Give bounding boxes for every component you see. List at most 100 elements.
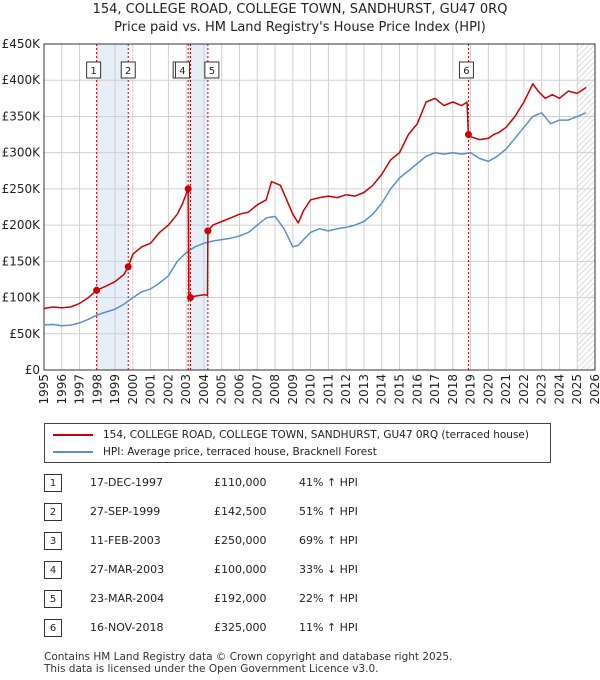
footer-copyright: Contains HM Land Registry data © Crown c… <box>44 651 453 663</box>
legend-label-hpi: HPI: Average price, terraced house, Brac… <box>103 446 377 458</box>
footer-licence: This data is licensed under the Open Gov… <box>44 663 379 675</box>
sale-marker-box <box>458 61 474 79</box>
sale-row: 1 17-DEC-1997 £110,000 41% ↑ HPI <box>44 470 564 499</box>
sale-point <box>464 131 472 139</box>
sale-date: 16-NOV-2018 <box>90 621 164 634</box>
sale-number: 6 <box>44 619 62 637</box>
x-tick-label: 2025 <box>570 374 584 405</box>
x-tick-label: 2005 <box>215 374 229 405</box>
sale-marker-label: 1 <box>90 66 96 77</box>
x-tick-label: 2020 <box>481 374 495 405</box>
sale-hpi: 33% ↓ HPI <box>299 563 358 576</box>
sale-number: 3 <box>44 532 62 550</box>
sale-row: 3 11-FEB-2003 £250,000 69% ↑ HPI <box>44 528 564 557</box>
x-tick-label: 2017 <box>428 374 442 405</box>
x-tick-label: 1996 <box>55 374 69 405</box>
x-tick-label: 2014 <box>375 374 389 405</box>
x-tick-label: 2003 <box>179 374 193 405</box>
x-tick-label: 2026 <box>588 374 600 405</box>
sale-marker-label: 6 <box>463 66 469 77</box>
y-tick-label: £0 <box>25 363 40 377</box>
sale-row: 6 16-NOV-2018 £325,000 11% ↑ HPI <box>44 615 564 644</box>
x-tick-label: 2008 <box>268 374 282 405</box>
sale-number: 1 <box>44 474 62 492</box>
sale-marker-box <box>174 61 190 79</box>
sale-price: £142,500 <box>214 505 267 518</box>
sale-marker-label: 4 <box>179 66 185 77</box>
x-tick-label: 2024 <box>552 374 566 405</box>
legend-swatch-property <box>53 434 93 436</box>
y-tick-label: £150K <box>2 254 42 268</box>
y-tick-label: £50K <box>9 327 41 341</box>
sale-date: 27-MAR-2003 <box>90 563 165 576</box>
sales-table: 1 17-DEC-1997 £110,000 41% ↑ HPI 2 27-SE… <box>44 470 564 644</box>
sale-row: 5 23-MAR-2004 £192,000 22% ↑ HPI <box>44 586 564 615</box>
x-tick-label: 2013 <box>357 374 371 405</box>
x-tick-label: 2009 <box>286 374 300 405</box>
y-tick-label: £300K <box>2 146 42 160</box>
y-tick-label: £450K <box>2 37 42 51</box>
plot-frame <box>43 43 596 371</box>
x-tick-label: 2016 <box>410 374 424 405</box>
x-tick-label: 2011 <box>321 374 335 405</box>
y-tick-label: £250K <box>2 182 42 196</box>
sale-date: 27-SEP-1999 <box>90 505 161 518</box>
legend-item-property: 154, COLLEGE ROAD, COLLEGE TOWN, SANDHUR… <box>53 427 529 443</box>
x-tick-label: 2021 <box>499 374 513 405</box>
sale-price: £250,000 <box>214 534 267 547</box>
x-tick-label: 2015 <box>392 374 406 405</box>
sale-number: 4 <box>44 561 62 579</box>
price-chart: £0 £50K £100K £150K £200K £250K £300K £350K £400… <box>2 37 600 405</box>
sale-point <box>93 286 101 294</box>
x-tick-label: 1999 <box>108 374 122 405</box>
sale-marker-box <box>86 61 102 79</box>
x-tick-label: 2019 <box>464 374 478 405</box>
legend-label-property: 154, COLLEGE ROAD, COLLEGE TOWN, SANDHUR… <box>103 429 529 441</box>
x-tick-label: 2004 <box>197 374 211 405</box>
legend-swatch-hpi <box>53 451 93 453</box>
x-tick-label: 2000 <box>126 374 140 405</box>
x-tick-label: 2006 <box>233 374 247 405</box>
sale-marker-label: 2 <box>125 66 131 77</box>
x-tick-label: 1995 <box>37 374 51 405</box>
sale-hpi: 11% ↑ HPI <box>299 621 358 634</box>
sale-price: £110,000 <box>214 476 267 489</box>
sale-hpi: 41% ↑ HPI <box>299 476 358 489</box>
x-tick-label: 1997 <box>73 374 87 405</box>
x-tick-label: 1998 <box>90 374 104 405</box>
hpi-line <box>43 112 587 327</box>
sale-marker-box <box>204 61 220 79</box>
sale-point <box>184 185 192 193</box>
sale-row: 4 27-MAR-2003 £100,000 33% ↓ HPI <box>44 557 564 586</box>
sale-point <box>204 227 212 235</box>
sale-date: 23-MAR-2004 <box>90 592 165 605</box>
y-tick-label: £200K <box>2 218 42 232</box>
chart-title: 154, COLLEGE ROAD, COLLEGE TOWN, SANDHUR… <box>92 2 508 17</box>
sale-hpi: 69% ↑ HPI <box>299 534 358 547</box>
sale-marker-box <box>120 61 136 79</box>
x-tick-label: 2012 <box>339 374 353 405</box>
sale-hpi: 51% ↑ HPI <box>299 505 358 518</box>
property-price-line <box>43 83 587 310</box>
sale-marker-label: 5 <box>209 66 215 77</box>
sale-price: £192,000 <box>214 592 267 605</box>
sale-band <box>96 44 129 370</box>
x-tick-label: 2007 <box>250 374 264 405</box>
legend-item-hpi: HPI: Average price, terraced house, Brac… <box>53 444 377 460</box>
sale-price: £325,000 <box>214 621 267 634</box>
sale-hpi: 22% ↑ HPI <box>299 592 358 605</box>
sale-number: 2 <box>44 503 62 521</box>
y-tick-label: £400K <box>2 73 42 87</box>
x-tick-label: 2022 <box>517 374 531 405</box>
x-tick-label: 2023 <box>535 374 549 405</box>
sale-point <box>186 294 194 302</box>
hatched-region <box>577 44 595 370</box>
legend: 154, COLLEGE ROAD, COLLEGE TOWN, SANDHUR… <box>44 423 551 463</box>
sale-row: 2 27-SEP-1999 £142,500 51% ↑ HPI <box>44 499 564 528</box>
x-tick-label: 2010 <box>304 374 318 405</box>
x-tick-label: 2002 <box>161 374 175 405</box>
sale-number: 5 <box>44 590 62 608</box>
sale-date: 11-FEB-2003 <box>90 534 161 547</box>
x-tick-label: 2018 <box>446 374 460 405</box>
chart-subtitle: Price paid vs. HM Land Registry's House … <box>114 20 486 35</box>
